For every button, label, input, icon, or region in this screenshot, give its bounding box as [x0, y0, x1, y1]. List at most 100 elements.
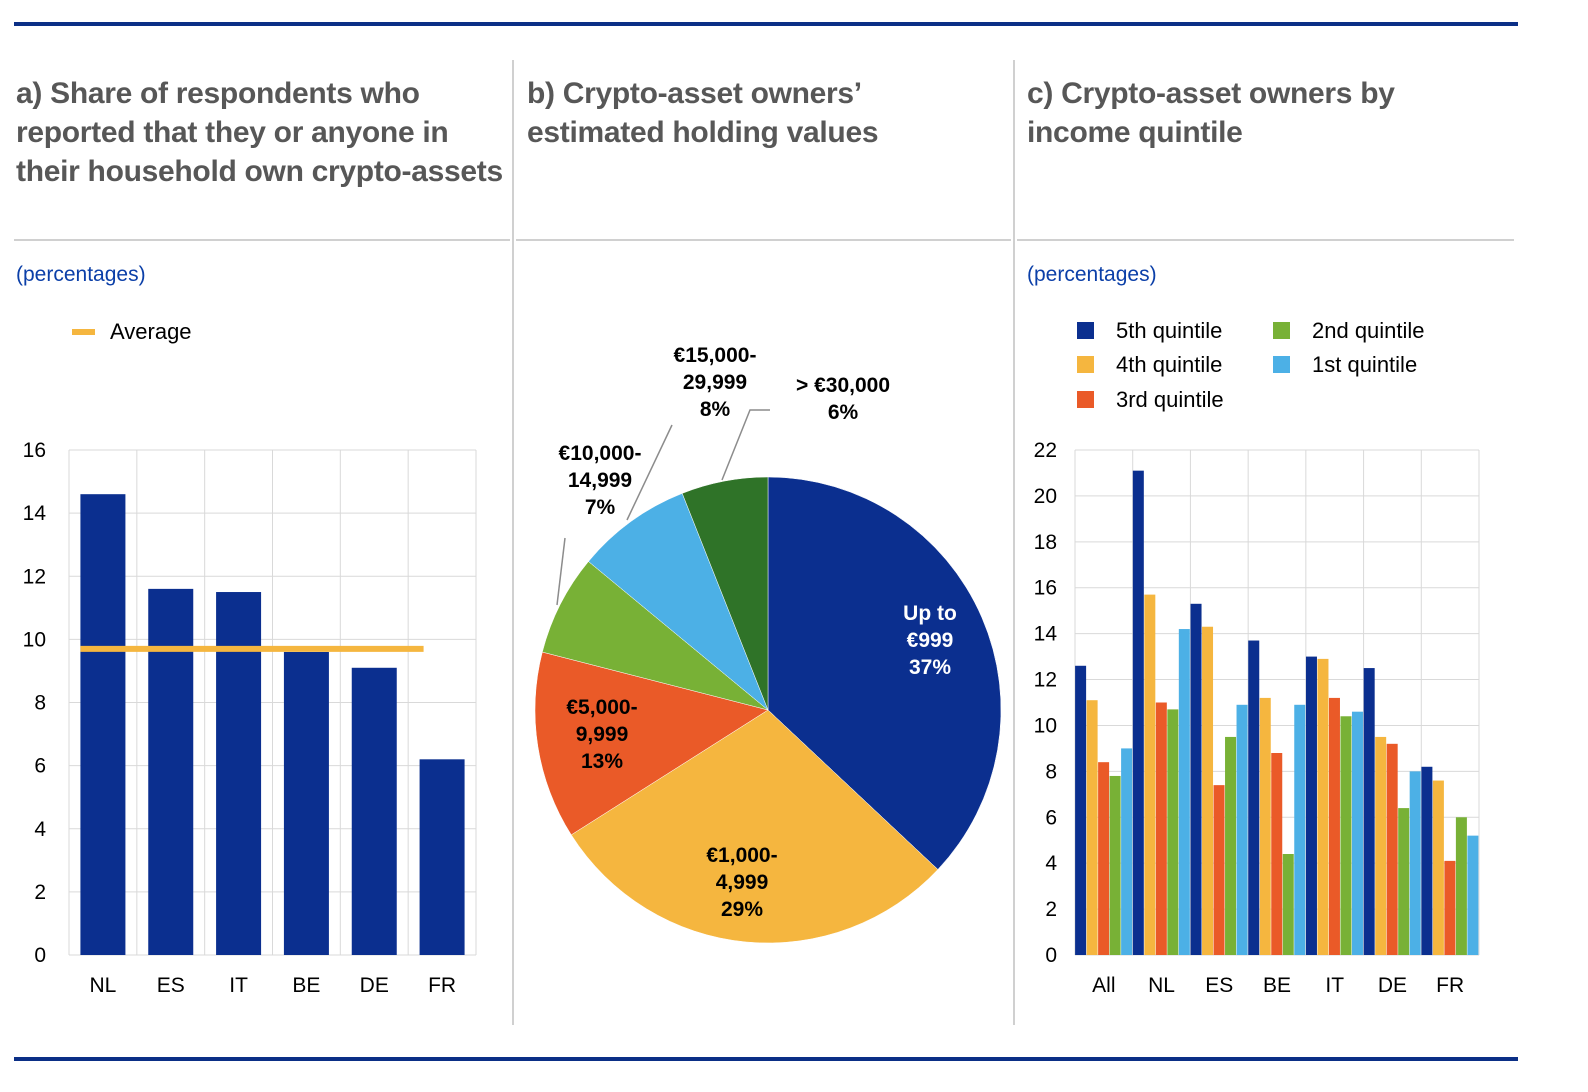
y-tick-label: 16 [23, 439, 46, 462]
bar-be-q2 [1282, 854, 1294, 955]
bar-es-q3 [1213, 785, 1225, 955]
y-tick-label: 12 [23, 565, 46, 588]
y-tick-label: 10 [1034, 714, 1057, 737]
y-tick-label: 14 [1034, 623, 1058, 646]
bar-nl-q2 [1167, 709, 1179, 955]
bar-de-q5 [1363, 668, 1375, 955]
panel-a-title: a) Share of respondents who reported tha… [16, 77, 503, 188]
x-tick-label: BE [1263, 974, 1291, 997]
pie-label-0: Up to [903, 602, 957, 625]
bar-it-q5 [1305, 656, 1317, 955]
bottom-rule [14, 1057, 1518, 1061]
pie-slice-3 [542, 561, 769, 711]
bar-it-q1 [1351, 711, 1363, 955]
pie-label-4: 8% [700, 398, 731, 421]
pie-slice-2 [534, 651, 769, 836]
pie-label-0: 37% [909, 656, 951, 679]
legend-label: 3rd quintile [1116, 387, 1224, 412]
bar-all-q1 [1121, 748, 1133, 955]
bar-nl-q5 [1132, 470, 1144, 955]
x-tick-label: ES [1205, 974, 1233, 997]
y-tick-label: 4 [1045, 852, 1057, 875]
separator-b-c [1013, 60, 1015, 1025]
y-tick-label: 20 [1034, 485, 1057, 508]
header-divider-c [1017, 239, 1514, 241]
bar-nl-q3 [1155, 702, 1167, 955]
separator-a-b [512, 60, 514, 1025]
leader-line-4 [626, 424, 673, 521]
legend-swatch [1273, 356, 1290, 373]
top-rule [14, 22, 1518, 26]
y-tick-label: 16 [1034, 577, 1057, 600]
x-tick-label: NL [1148, 974, 1175, 997]
bar-be-q5 [1248, 640, 1260, 955]
bar-all-q2 [1109, 775, 1121, 955]
pie-label-1: 29% [721, 898, 763, 921]
bar-fr-q1 [1467, 835, 1479, 955]
panel-c-title: c) Crypto-asset owners by income quintil… [1027, 77, 1395, 149]
legend-label: 5th quintile [1116, 318, 1222, 343]
y-tick-label: 8 [34, 692, 46, 715]
pie-label-0: €999 [907, 629, 954, 652]
panel-a-unit: (percentages) [16, 263, 146, 286]
x-tick-label: IT [229, 974, 248, 997]
bar-all-q3 [1098, 762, 1110, 955]
x-tick-label: NL [89, 974, 116, 997]
leader-line-5 [721, 409, 770, 481]
pie-label-1: 4,999 [716, 871, 769, 894]
y-tick-label: 8 [1045, 760, 1057, 783]
bar-be-q3 [1271, 753, 1283, 955]
legend-swatch [1273, 322, 1290, 339]
legend-label: 2nd quintile [1312, 318, 1425, 343]
leader-line-3 [556, 537, 566, 606]
bar-es-q1 [1236, 704, 1248, 955]
legend-label: 1st quintile [1312, 352, 1417, 377]
y-tick-label: 2 [1045, 898, 1057, 921]
bar-fr-q4 [1432, 780, 1444, 955]
bar-it-q3 [1328, 697, 1340, 955]
bar-fr-q2 [1455, 817, 1467, 955]
legend-swatch [1077, 356, 1094, 373]
x-tick-label: BE [292, 974, 320, 997]
bar-all-q4 [1086, 700, 1098, 955]
bar-it-q2 [1340, 716, 1352, 955]
pie-label-2: 13% [581, 750, 623, 773]
pie-slice-5 [681, 476, 769, 711]
pie-label-3: 7% [585, 496, 616, 519]
x-tick-label: DE [360, 974, 389, 997]
x-tick-label: All [1092, 974, 1115, 997]
bar-es-q4 [1202, 626, 1214, 955]
x-tick-label: DE [1378, 974, 1407, 997]
y-tick-label: 0 [34, 944, 46, 967]
chart-a-svg: 0 2 4 6 8 10 12 14 16 NL ES IT BE DE FR Average [23, 319, 477, 997]
bar-de-q1 [1409, 771, 1421, 955]
pie-label-3: 14,999 [568, 469, 632, 492]
y-tick-label: 4 [34, 818, 46, 841]
bar-fr [419, 759, 465, 955]
legend-average-label: Average [110, 319, 192, 344]
bar-de-q2 [1398, 808, 1410, 955]
pie-slice-0 [767, 476, 1002, 870]
pie-label-1: €1,000- [706, 844, 777, 867]
bar-fr-q5 [1421, 766, 1433, 955]
legend-label: 4th quintile [1116, 352, 1222, 377]
pie-label-5: > €30,000 [796, 374, 890, 397]
bar-de-q4 [1375, 736, 1387, 955]
bar-be-q1 [1294, 704, 1306, 955]
header-divider-b [516, 239, 1011, 241]
legend-swatch [1077, 391, 1094, 408]
y-tick-label: 6 [1045, 806, 1057, 829]
y-tick-label: 22 [1034, 439, 1057, 462]
y-tick-label: 0 [1045, 944, 1057, 967]
panel-c-unit: (percentages) [1027, 263, 1157, 286]
y-tick-label: 2 [34, 881, 46, 904]
x-tick-label: FR [1436, 974, 1464, 997]
pie-slice-1 [570, 709, 939, 944]
bar-es-q5 [1190, 603, 1202, 955]
y-tick-label: 6 [34, 755, 46, 778]
pie-label-4: 29,999 [683, 371, 747, 394]
legend-swatch [1077, 322, 1094, 339]
panel-b-title: b) Crypto-asset owners’ estimated holdin… [527, 77, 879, 149]
bar-it [216, 592, 262, 955]
y-tick-label: 18 [1034, 531, 1057, 554]
